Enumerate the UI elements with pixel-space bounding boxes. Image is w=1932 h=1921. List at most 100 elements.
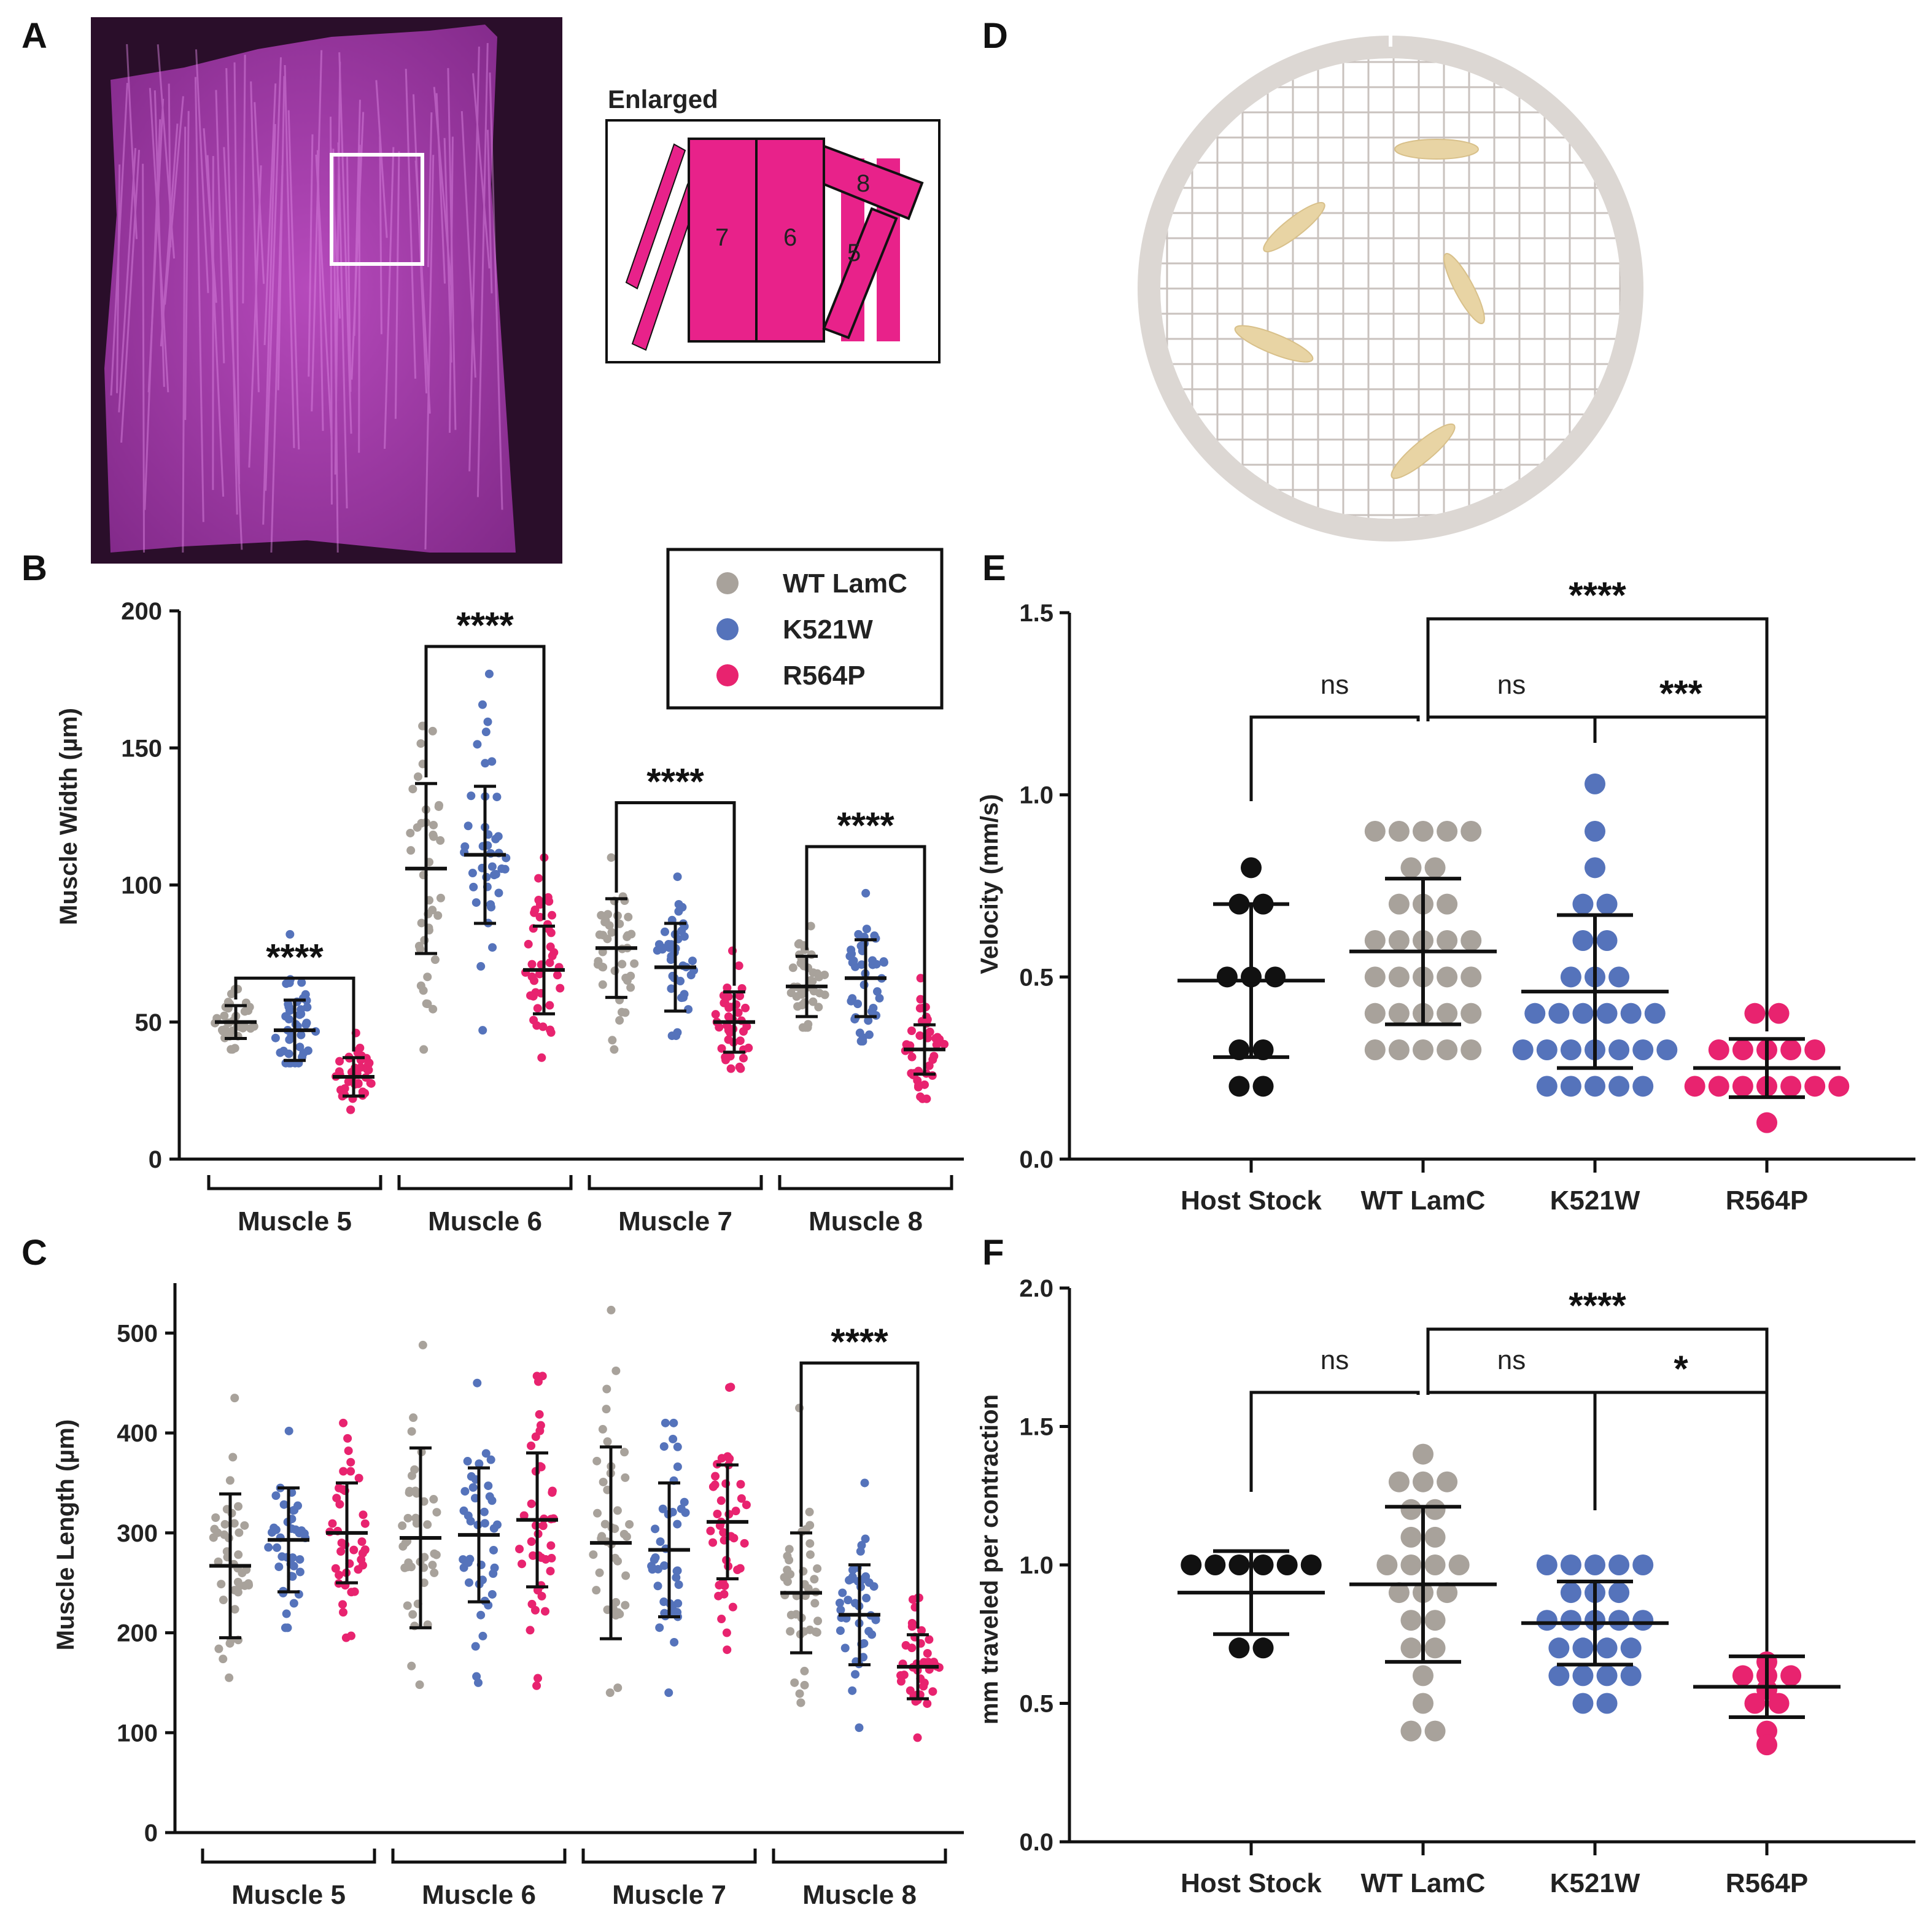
legend-marker-wt-lamc	[716, 572, 739, 594]
y-tick-label: 300	[117, 1520, 158, 1547]
significance-label: ****	[1569, 575, 1626, 616]
data-point	[861, 1572, 871, 1581]
data-point	[349, 1545, 359, 1554]
data-point	[285, 929, 295, 939]
data-point	[673, 1462, 682, 1472]
data-point	[289, 1506, 298, 1515]
data-point	[1732, 1665, 1753, 1686]
data-point	[1400, 857, 1422, 879]
data-point	[535, 1426, 545, 1435]
y-tick-label: 0.0	[1019, 1829, 1053, 1856]
data-point	[851, 1670, 860, 1679]
data-point	[602, 1384, 611, 1394]
data-point	[1744, 1003, 1766, 1024]
muscle-fiber	[316, 150, 324, 431]
data-point	[813, 1564, 822, 1573]
data-point	[291, 1525, 300, 1534]
data-point	[785, 1545, 794, 1554]
larva-5	[1391, 423, 1456, 479]
data-point	[1437, 966, 1458, 988]
panel-label-b: B	[21, 548, 47, 588]
data-point	[479, 1507, 489, 1516]
data-point	[711, 1472, 720, 1481]
data-point	[688, 957, 697, 966]
muscle-fiber	[164, 96, 184, 305]
data-point	[418, 1340, 427, 1349]
data-point	[735, 1564, 745, 1573]
data-point	[625, 1519, 634, 1529]
muscle-5-label: 5	[847, 239, 861, 266]
muscle-fiber	[250, 81, 260, 392]
data-point	[844, 1596, 853, 1605]
data-point	[630, 959, 639, 968]
data-point	[1400, 1526, 1422, 1548]
data-point	[838, 1588, 847, 1597]
data-point	[929, 1052, 939, 1061]
data-point	[214, 1644, 223, 1653]
data-point	[423, 999, 432, 1009]
group-label: Muscle 8	[809, 1206, 923, 1236]
data-point	[923, 1699, 932, 1708]
data-point	[297, 1030, 306, 1039]
data-point	[1364, 1003, 1386, 1024]
data-point	[845, 1575, 854, 1585]
group-label: Muscle 7	[612, 1880, 726, 1910]
data-point	[595, 1568, 604, 1577]
data-point	[487, 902, 496, 912]
muscle-fiber	[233, 62, 241, 484]
data-point	[1388, 1582, 1410, 1604]
data-point	[1632, 1554, 1654, 1575]
data-point	[621, 973, 630, 982]
data-point	[796, 1698, 805, 1707]
data-point	[220, 1530, 229, 1539]
muscle-fiber	[116, 164, 121, 394]
data-point	[1536, 1076, 1558, 1097]
data-point	[673, 1028, 682, 1037]
muscle-fiber	[351, 112, 365, 380]
data-point	[406, 828, 415, 837]
data-point	[680, 932, 689, 941]
muscle-fiber	[424, 155, 435, 549]
data-point	[857, 960, 866, 969]
data-point	[655, 1623, 664, 1632]
data-point	[1265, 966, 1286, 988]
muscle-fiber	[157, 44, 176, 259]
data-point	[717, 1615, 726, 1624]
significance-label: ****	[837, 805, 894, 846]
data-point	[916, 995, 925, 1004]
data-point	[742, 1500, 751, 1510]
significance-label: ns	[1497, 1345, 1526, 1375]
data-point	[363, 1060, 373, 1069]
data-point	[673, 872, 682, 882]
data-point	[1364, 930, 1386, 951]
muscle-fiber	[468, 46, 480, 472]
data-point	[295, 1042, 305, 1052]
data-point	[489, 1545, 498, 1554]
data-point	[225, 1476, 235, 1485]
data-point	[925, 1635, 934, 1644]
group-label: Muscle 5	[238, 1206, 352, 1236]
data-point	[545, 958, 554, 968]
data-point	[726, 1052, 735, 1061]
muscle-width-ylabel: Muscle Width (µm)	[55, 708, 82, 925]
data-point	[219, 1655, 228, 1664]
data-point	[1252, 1039, 1274, 1060]
data-point	[1768, 1693, 1790, 1714]
data-point	[1276, 1554, 1298, 1575]
data-point	[722, 1628, 731, 1637]
data-point	[527, 1599, 537, 1609]
data-point	[599, 963, 608, 972]
data-point	[728, 1602, 737, 1612]
data-point	[1228, 1076, 1250, 1097]
significance-label: ***	[1659, 673, 1703, 714]
muscle-fiber	[265, 57, 282, 491]
data-point	[432, 1508, 441, 1517]
data-point	[621, 1571, 630, 1580]
muscle-fiber	[332, 149, 339, 553]
muscle-fiber	[270, 165, 284, 553]
data-point	[608, 1036, 617, 1045]
data-point	[615, 1610, 624, 1619]
data-point	[429, 820, 438, 829]
group-bracket	[391, 1849, 567, 1864]
muscle-fiber	[412, 94, 428, 394]
